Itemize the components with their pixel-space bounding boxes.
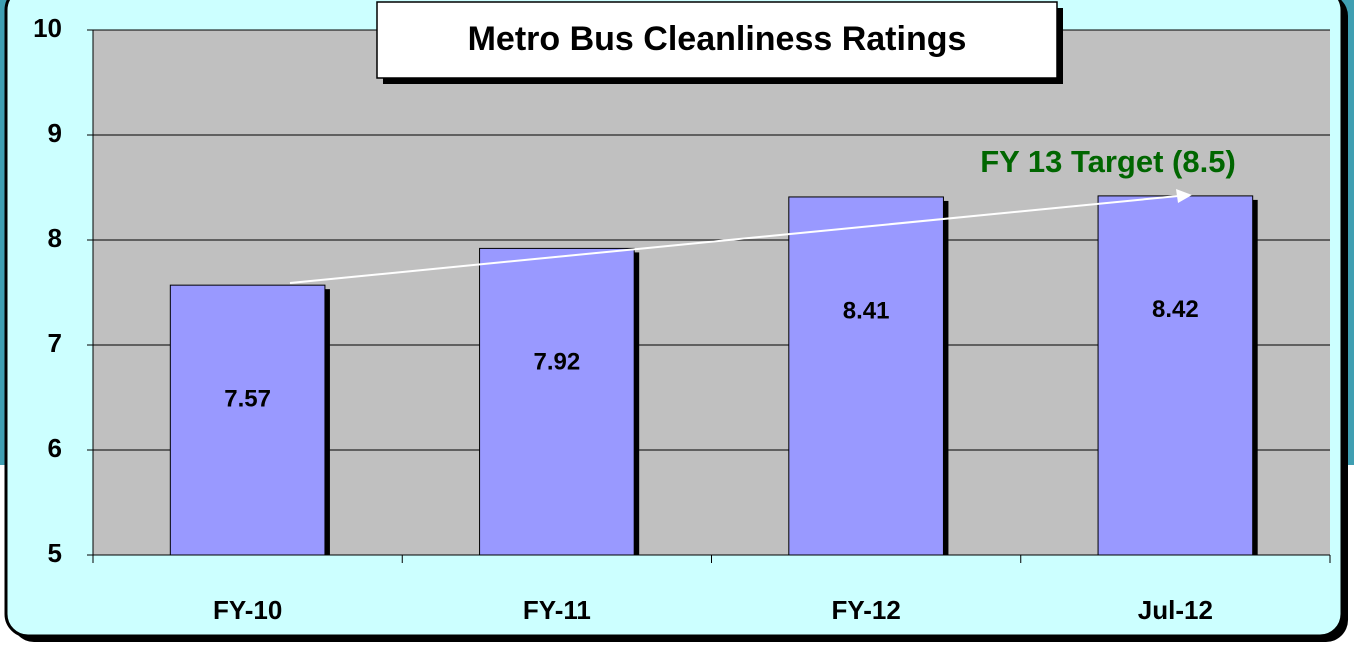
data-label: 7.57 [224,385,271,412]
annotation: FY 13 Target (8.5) [980,144,1236,179]
y-tick-label: 6 [48,433,62,463]
y-tick-label: 8 [48,223,62,253]
title-box [376,1,1058,79]
bar [1097,195,1254,556]
target-arrow [289,195,1179,284]
x-tick-label: FY-12 [831,595,900,625]
data-label: 7.92 [534,349,581,376]
x-tick-label: FY-11 [523,595,591,625]
bar [479,247,635,556]
chart-title: Metro Bus Cleanliness Ratings [468,20,967,58]
target-arrowhead [1176,189,1192,203]
y-tick-label: 5 [48,538,62,568]
x-tick-label: FY-10 [213,595,282,625]
bar [169,284,326,556]
x-tick-label: Jul-12 [1138,595,1213,625]
y-tick-label: 10 [33,13,62,43]
y-tick-label: 7 [48,328,62,358]
y-tick-label: 9 [48,118,62,148]
data-label: 8.42 [1152,296,1199,323]
data-label: 8.41 [843,297,890,324]
bar [788,196,944,556]
bars: 7.57 7.92 8.41 8.42 [169,195,1258,556]
